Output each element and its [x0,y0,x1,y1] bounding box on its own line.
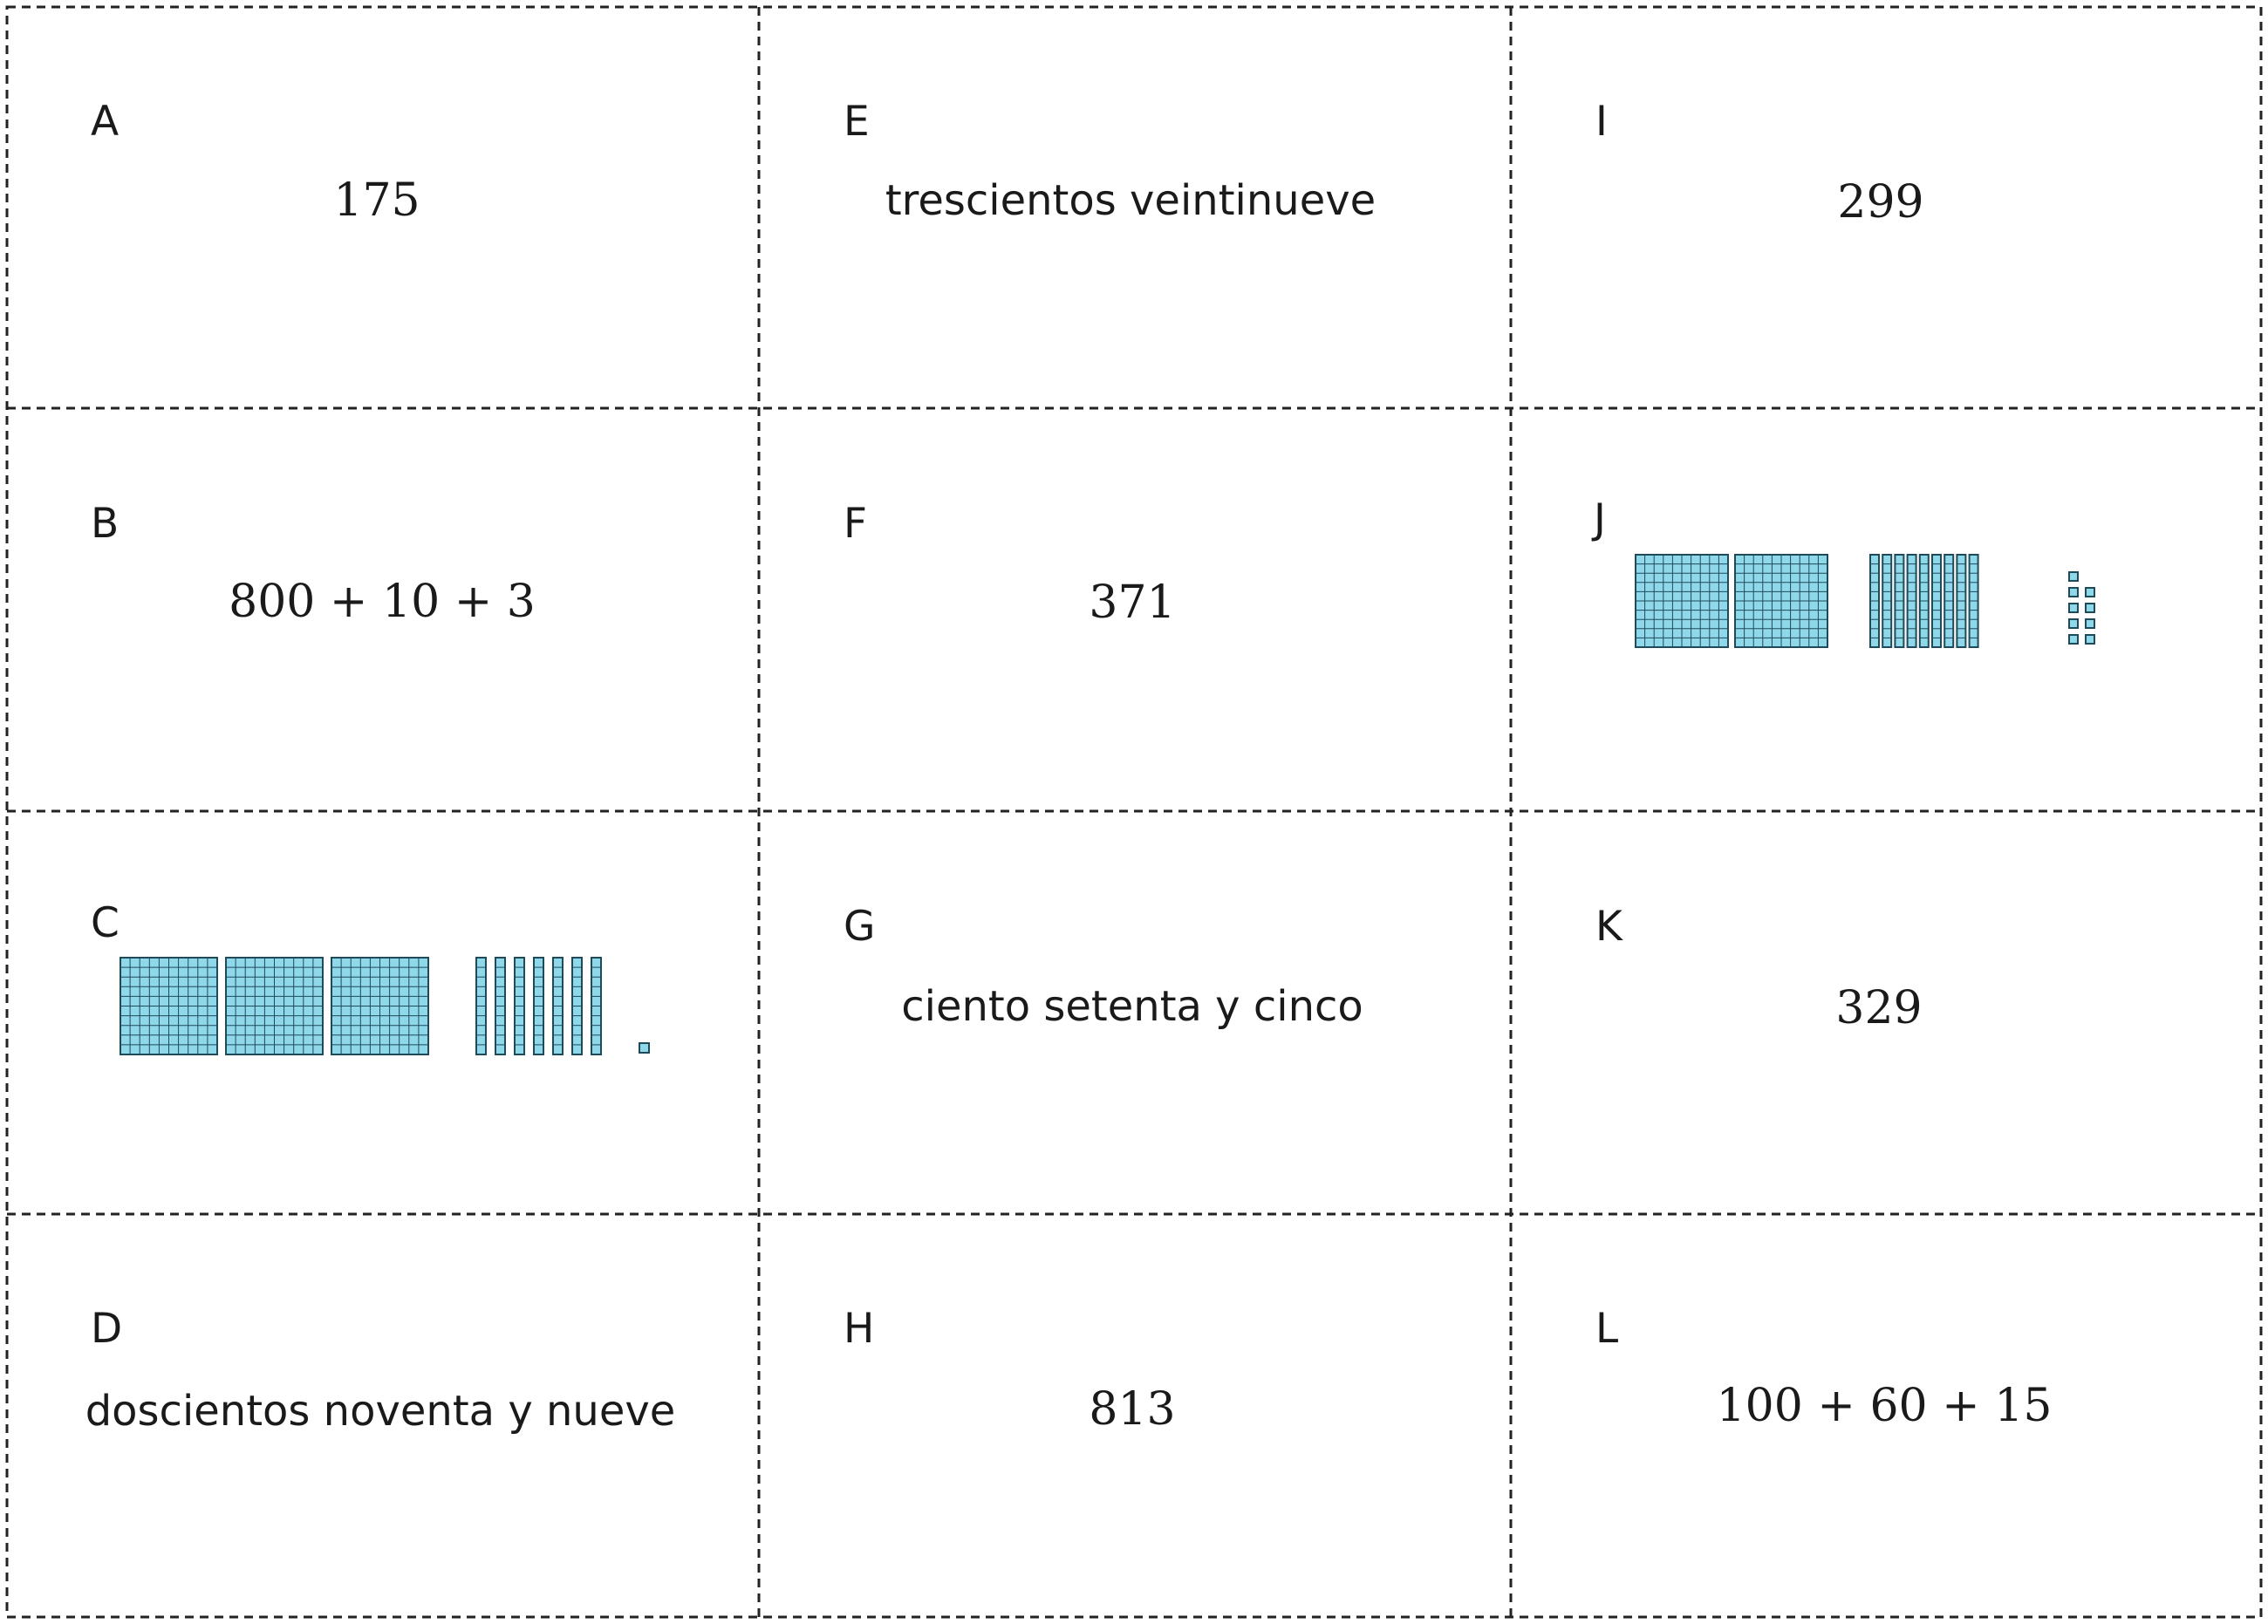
card-l-expression: 100 + 60 + 15 [1716,1380,2053,1432]
card-k-number: 329 [1835,982,1923,1034]
card-g-words: ciento setenta y cinco [901,982,1363,1031]
card-b-letter: B [91,500,120,548]
card-c-letter: C [91,899,120,947]
card-h-letter: H [844,1305,875,1353]
card-l-letter: L [1595,1305,1619,1353]
card-h-number: 813 [1089,1383,1176,1436]
card-a-letter: A [91,98,120,146]
card-i-letter: I [1595,98,1608,146]
card-d-words: doscientos noventa y nueve [85,1387,676,1436]
card-i-number: 299 [1837,176,1924,229]
card-e-words: trescientos veintinueve [885,176,1377,225]
card-j-letter: J [1594,495,1606,543]
card-b-expression: 800 + 10 + 3 [229,576,536,628]
card-f-number: 371 [1089,577,1176,629]
card-e-letter: E [844,98,870,146]
card-a-number: 175 [333,174,420,227]
card-d-letter: D [91,1305,123,1353]
card-k-letter: K [1595,903,1622,951]
card-f-letter: F [844,500,868,548]
card-g-letter: G [844,903,876,951]
